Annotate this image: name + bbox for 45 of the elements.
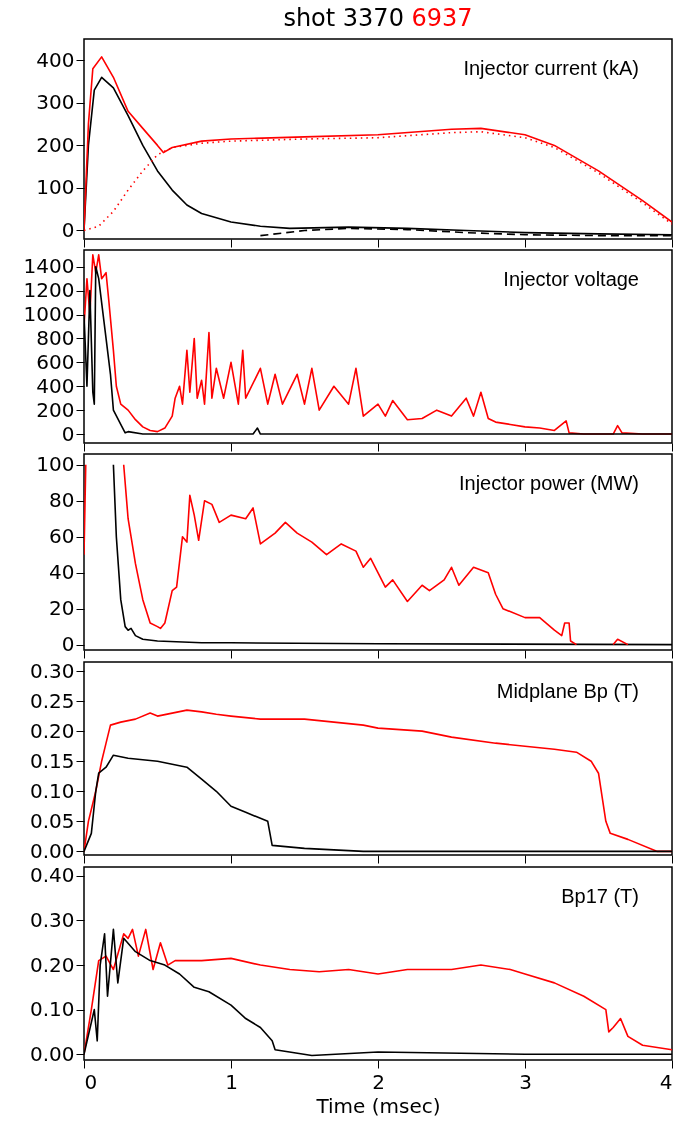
y-tick-label: 80 <box>49 488 75 513</box>
y-tick-label: 200 <box>36 397 75 422</box>
y-tick-label: 400 <box>36 373 75 398</box>
x-axis-title: Time (msec) <box>315 1093 441 1118</box>
y-axis-title: Injector current (kA) <box>463 57 639 79</box>
x-tick-label: 1 <box>225 1069 238 1094</box>
x-tick-label: 0 <box>84 1069 98 1094</box>
y-tick-label: 0.10 <box>29 778 75 803</box>
y-tick-label: 0.00 <box>29 1041 75 1066</box>
x-tick-label: 2 <box>372 1069 385 1094</box>
y-tick-label: 400 <box>36 47 75 72</box>
y-tick-label: 0.25 <box>29 688 75 713</box>
x-tick-label: 3 <box>519 1069 532 1094</box>
y-tick-label: 0.20 <box>29 718 75 743</box>
y-tick-label: 0 <box>61 632 75 657</box>
y-tick-label: 0.30 <box>29 658 75 683</box>
y-tick-label: 0.05 <box>29 808 75 833</box>
text: 6937 <box>410 4 473 32</box>
y-tick-label: 60 <box>49 524 75 549</box>
x-tick-label: 4 <box>659 1069 673 1094</box>
y-tick-label: 100 <box>36 452 75 477</box>
y-tick-label: 0.30 <box>29 907 75 932</box>
y-axis-title: Injector voltage <box>503 268 639 290</box>
y-tick-label: 300 <box>36 90 75 115</box>
text: 3370 <box>341 4 404 32</box>
y-tick-label: 40 <box>49 560 75 585</box>
y-tick-label: 600 <box>36 349 75 374</box>
y-tick-label: 200 <box>36 132 75 157</box>
y-tick-label: 0 <box>61 217 75 242</box>
y-axis-title: Injector power (MW) <box>458 472 639 494</box>
y-tick-label: 1000 <box>23 302 75 327</box>
y-tick-label: 0.40 <box>29 863 75 888</box>
y-axis-title: Midplane Bp (T) <box>496 680 639 702</box>
y-tick-label: 100 <box>36 175 75 200</box>
y-tick-label: 0.20 <box>29 952 75 977</box>
y-tick-label: 0.00 <box>29 838 75 863</box>
y-axis-title: Bp17 (T) <box>561 885 639 907</box>
y-tick-label: 1200 <box>23 278 75 303</box>
y-tick-label: 800 <box>36 325 75 350</box>
chart-title: shot <box>283 4 336 32</box>
y-tick-label: 0.15 <box>29 748 75 773</box>
y-tick-label: 0.10 <box>29 997 75 1022</box>
y-tick-label: 1400 <box>23 254 75 279</box>
y-tick-label: 20 <box>49 596 75 621</box>
y-tick-label: 0 <box>61 421 75 446</box>
